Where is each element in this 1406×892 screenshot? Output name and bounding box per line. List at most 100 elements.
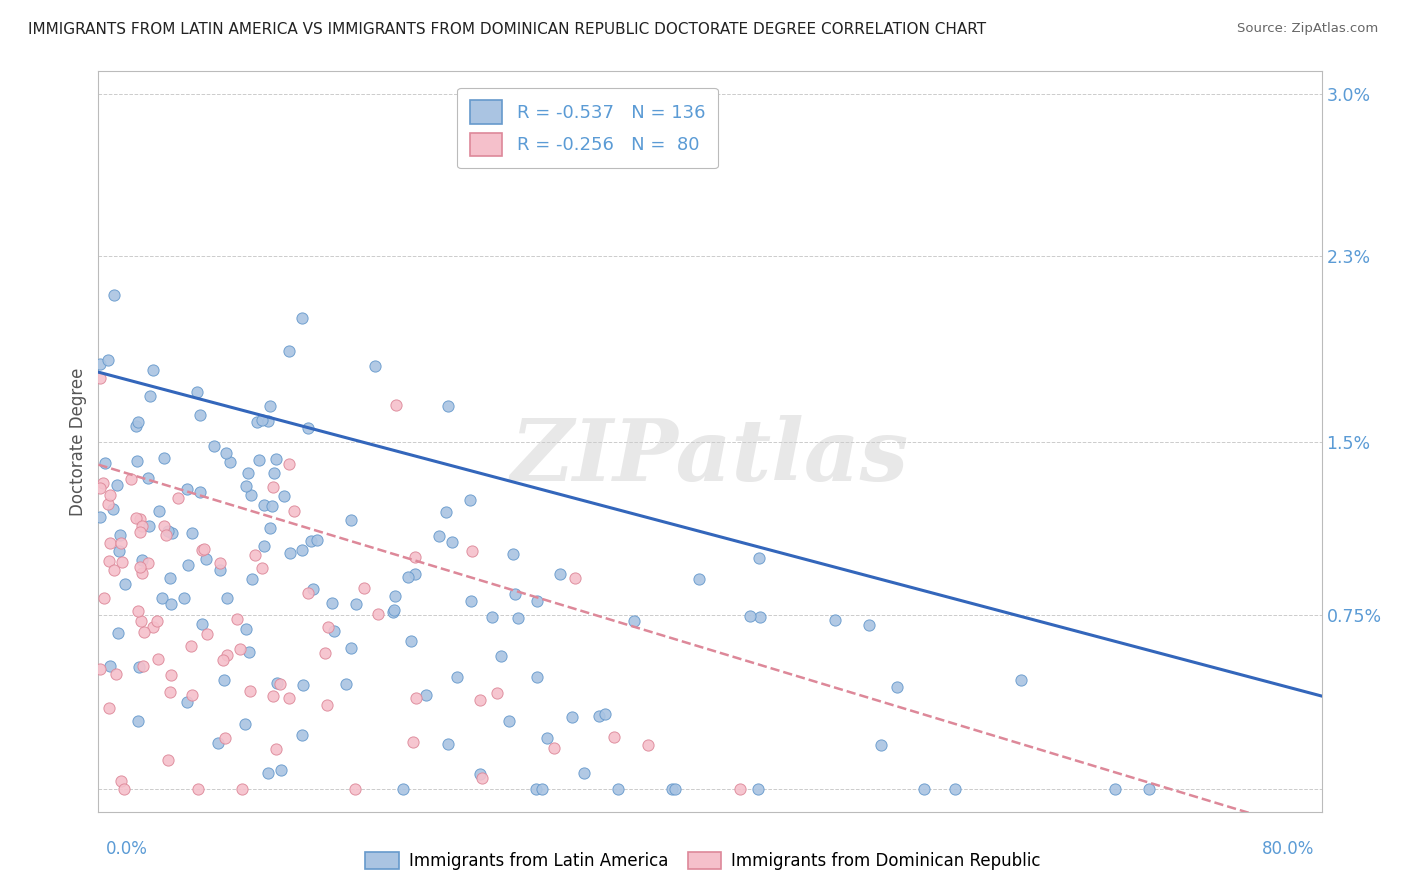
Point [273,489,295,503]
Point [396,570,419,584]
Point [160,526,183,541]
Point [437,400,460,414]
Point [235,479,257,493]
Point [322,624,344,638]
Y-axis label: Doctorate Degree: Doctorate Degree [69,368,87,516]
Point [150,591,173,605]
Point [434,504,457,518]
Point [291,678,314,692]
Point [437,738,460,752]
Point [870,738,893,752]
Point [943,781,966,796]
Point [159,685,181,699]
Point [824,613,846,627]
Point [335,677,357,691]
Point [188,408,211,422]
Point [572,765,595,780]
Point [212,673,235,687]
Point [623,614,645,628]
Point [98,659,121,673]
Legend: R = -0.537   N = 136, R = -0.256   N =  80: R = -0.537 N = 136, R = -0.256 N = 80 [457,87,718,169]
Text: 80.0%: 80.0% [1263,840,1315,858]
Point [93,476,115,491]
Point [129,524,152,539]
Point [470,693,492,707]
Point [728,781,751,796]
Point [180,639,202,653]
Point [89,357,111,371]
Point [233,716,256,731]
Point [152,518,174,533]
Point [188,484,211,499]
Point [240,488,263,502]
Point [89,662,111,676]
Point [460,492,482,507]
Point [263,466,285,480]
Point [415,688,437,702]
Point [217,648,239,662]
Point [564,572,586,586]
Point [427,529,450,543]
Point [219,455,242,469]
Point [404,549,426,564]
Point [747,781,769,796]
Point [89,371,111,385]
Point [127,714,149,728]
Point [176,696,198,710]
Point [215,446,238,460]
Point [353,581,375,595]
Point [108,543,131,558]
Point [664,781,686,796]
Point [256,414,278,428]
Point [159,597,181,611]
Point [250,561,273,575]
Point [314,646,336,660]
Point [405,690,427,705]
Text: IMMIGRANTS FROM LATIN AMERICA VS IMMIGRANTS FROM DOMINICAN REPUBLIC DOCTORATE DE: IMMIGRANTS FROM LATIN AMERICA VS IMMIGRA… [28,22,986,37]
Point [245,548,267,562]
Point [148,504,170,518]
Point [266,676,288,690]
Point [278,546,301,560]
Point [858,617,880,632]
Point [110,536,132,550]
Point [748,551,770,566]
Point [385,398,408,412]
Point [461,543,484,558]
Point [127,415,149,429]
Legend: Immigrants from Latin America, Immigrants from Dominican Republic: Immigrants from Latin America, Immigrant… [359,845,1047,877]
Point [202,439,225,453]
Point [167,491,190,506]
Point [131,566,153,581]
Point [127,454,149,468]
Point [531,781,554,796]
Point [186,385,208,400]
Point [193,542,215,557]
Point [250,413,273,427]
Point [211,653,233,667]
Point [128,660,150,674]
Point [225,612,247,626]
Point [283,503,305,517]
Point [886,680,908,694]
Point [195,626,218,640]
Point [89,481,111,495]
Point [111,555,134,569]
Point [142,619,165,633]
Point [125,511,148,525]
Point [688,572,710,586]
Point [307,533,329,548]
Point [343,781,366,796]
Point [264,452,287,467]
Point [160,667,183,681]
Point [257,765,280,780]
Point [441,535,464,549]
Point [114,577,136,591]
Point [364,359,387,373]
Point [181,688,204,702]
Point [120,472,142,486]
Point [207,736,229,750]
Point [446,670,468,684]
Point [246,415,269,429]
Point [105,477,128,491]
